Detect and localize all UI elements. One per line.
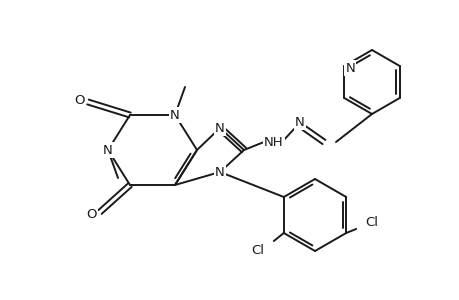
Text: N: N xyxy=(215,166,224,178)
Text: NH: NH xyxy=(263,136,283,148)
Text: N: N xyxy=(103,143,112,157)
Text: N: N xyxy=(345,61,354,74)
Text: Cl: Cl xyxy=(251,244,264,257)
Text: N: N xyxy=(295,116,304,128)
Text: O: O xyxy=(87,208,97,220)
Text: Cl: Cl xyxy=(365,217,378,230)
Text: N: N xyxy=(215,122,224,134)
Text: O: O xyxy=(74,94,85,106)
Text: N: N xyxy=(170,109,179,122)
